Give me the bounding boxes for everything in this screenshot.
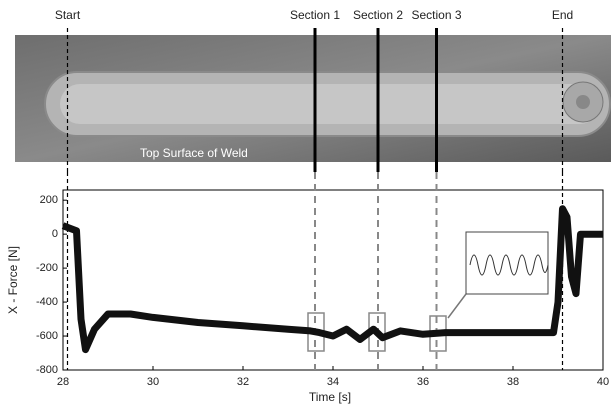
marker-label: Section 3 xyxy=(411,8,461,22)
x-tick-label: 34 xyxy=(327,376,339,388)
y-tick-label: -200 xyxy=(36,262,58,274)
x-tick-label: 28 xyxy=(57,376,69,388)
y-tick-label: 200 xyxy=(40,194,58,206)
x-axis-label: Time [s] xyxy=(309,390,351,404)
y-tick-label: 0 xyxy=(52,228,58,240)
x-tick-label: 36 xyxy=(417,376,429,388)
force-line xyxy=(61,205,603,354)
y-tick-label: -400 xyxy=(36,296,58,308)
y-tick-label: -600 xyxy=(36,330,58,342)
weld-photo xyxy=(15,35,611,162)
x-tick-label: 40 xyxy=(597,376,609,388)
marker-label: Start xyxy=(55,8,81,22)
photo-caption: Top Surface of Weld xyxy=(140,146,248,160)
x-tick-label: 38 xyxy=(507,376,519,388)
marker-label: Section 1 xyxy=(290,8,340,22)
y-axis-label: X - Force [N] xyxy=(6,246,20,314)
x-tick-label: 30 xyxy=(147,376,159,388)
x-tick-label: 32 xyxy=(237,376,249,388)
y-tick-label: -800 xyxy=(36,364,58,376)
marker-label: Section 2 xyxy=(353,8,403,22)
marker-label: End xyxy=(552,8,573,22)
